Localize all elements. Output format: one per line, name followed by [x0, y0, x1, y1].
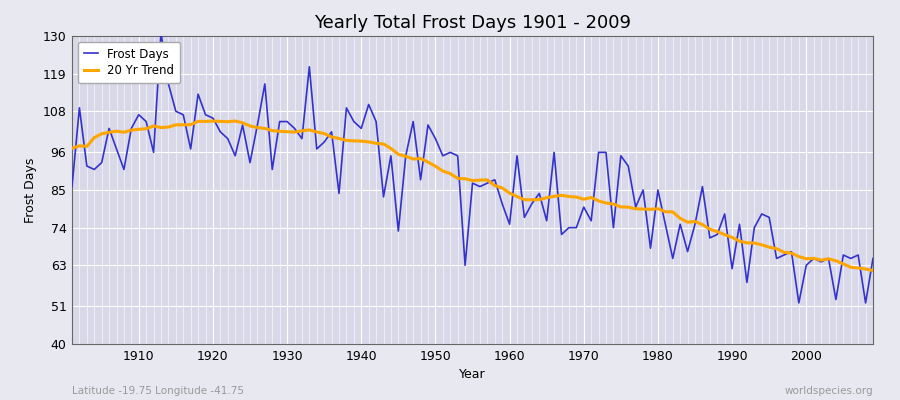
20 Yr Trend: [126, 128, 137, 132]
Frost Days: [126, 126, 137, 131]
Frost Days: [341, 106, 352, 110]
20 Yr Trend: [600, 201, 611, 206]
20 Yr Trend: [341, 138, 352, 143]
Frost Days: [156, 30, 166, 35]
Frost Days: [868, 256, 878, 261]
Frost Days: [794, 300, 805, 305]
Frost Days: [67, 184, 77, 189]
Frost Days: [504, 222, 515, 227]
20 Yr Trend: [504, 191, 515, 196]
Frost Days: [600, 150, 611, 155]
Title: Yearly Total Frost Days 1901 - 2009: Yearly Total Frost Days 1901 - 2009: [314, 14, 631, 32]
20 Yr Trend: [296, 128, 307, 133]
Line: Frost Days: Frost Days: [72, 32, 873, 303]
Text: Latitude -19.75 Longitude -41.75: Latitude -19.75 Longitude -41.75: [72, 386, 244, 396]
20 Yr Trend: [67, 146, 77, 151]
X-axis label: Year: Year: [459, 368, 486, 381]
Legend: Frost Days, 20 Yr Trend: Frost Days, 20 Yr Trend: [78, 42, 180, 83]
Text: worldspecies.org: worldspecies.org: [785, 386, 873, 396]
Frost Days: [296, 136, 307, 141]
Line: 20 Yr Trend: 20 Yr Trend: [72, 121, 873, 270]
20 Yr Trend: [511, 194, 522, 199]
Y-axis label: Frost Days: Frost Days: [24, 157, 37, 223]
Frost Days: [511, 153, 522, 158]
20 Yr Trend: [208, 119, 219, 124]
20 Yr Trend: [868, 268, 878, 273]
